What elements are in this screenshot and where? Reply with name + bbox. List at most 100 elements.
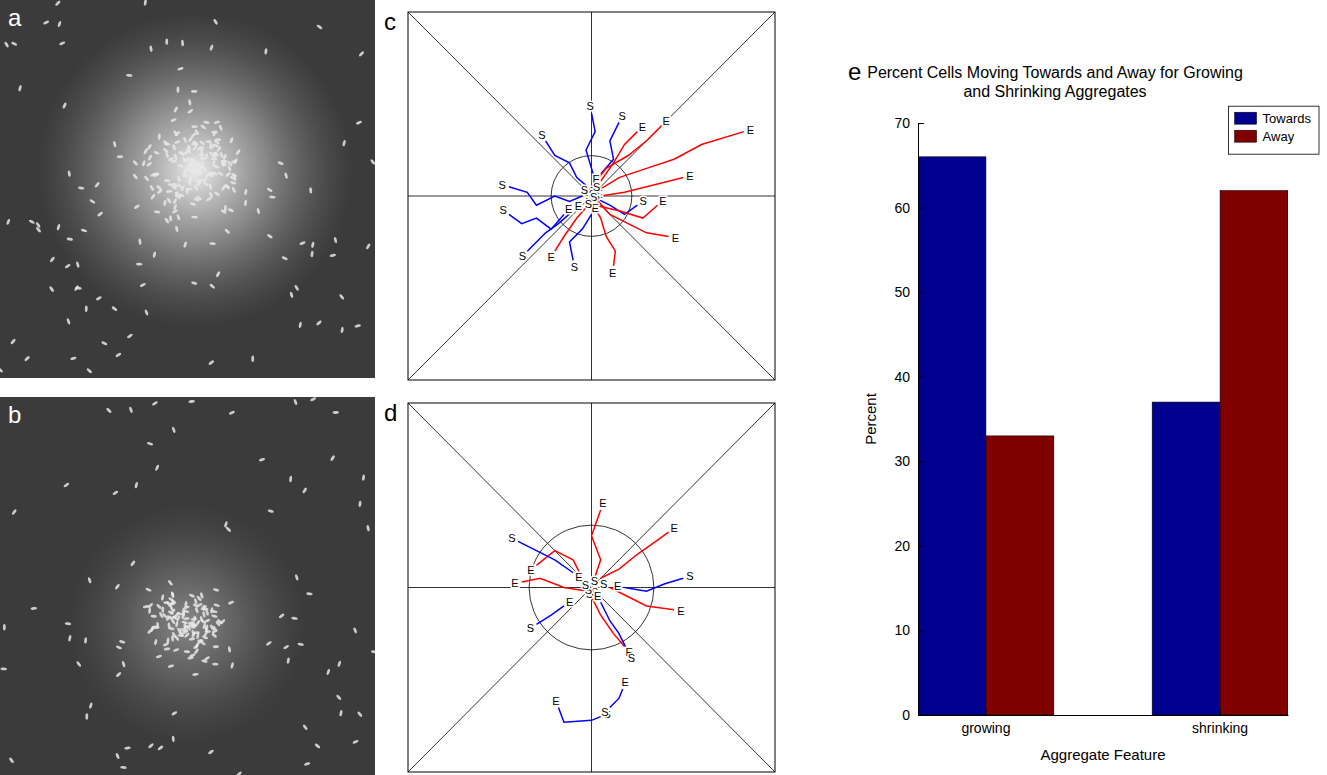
tick: 70	[894, 115, 924, 131]
cell	[371, 650, 375, 654]
cell	[330, 455, 336, 462]
legend: TowardsAway	[1229, 106, 1319, 154]
micrograph: b	[0, 397, 378, 775]
cell	[188, 99, 192, 106]
cell	[170, 117, 177, 122]
cell	[185, 625, 191, 632]
cell	[283, 644, 290, 650]
cell	[136, 263, 143, 266]
trajectory	[601, 178, 684, 196]
cell	[85, 306, 88, 312]
cell	[199, 616, 203, 623]
tick: 0	[902, 707, 924, 723]
cell	[333, 237, 337, 244]
cell	[161, 606, 164, 613]
cell	[306, 592, 313, 596]
cell	[165, 615, 172, 621]
cell	[62, 102, 67, 109]
cell	[289, 476, 292, 483]
tick: 50	[894, 284, 924, 300]
cell	[188, 136, 194, 143]
cell	[224, 183, 230, 190]
cell	[203, 175, 209, 182]
cell	[66, 237, 73, 241]
cell	[224, 228, 231, 235]
marks	[509, 113, 744, 266]
tick: shrinking	[1192, 709, 1248, 736]
trajectory	[592, 126, 662, 187]
cell	[144, 309, 149, 316]
cell	[11, 509, 17, 516]
cell	[213, 18, 219, 25]
cell	[310, 251, 313, 258]
cell	[189, 653, 196, 658]
cell	[101, 341, 108, 346]
title-line: and Shrinking Aggregates	[963, 83, 1146, 100]
cell	[219, 152, 224, 159]
cell	[199, 640, 206, 646]
cell	[211, 632, 218, 638]
cell	[230, 181, 237, 186]
cell	[213, 588, 220, 592]
cell	[150, 625, 157, 631]
tick-mark	[918, 292, 924, 293]
cell	[143, 605, 150, 609]
tick: 20	[894, 538, 924, 554]
cell	[227, 208, 234, 213]
aggregate-glow	[68, 504, 308, 744]
cell	[28, 219, 35, 224]
cell	[164, 142, 171, 145]
bar-panel: 010203040506070growingshrinkingPercentAg…	[848, 58, 1319, 763]
trajectory	[597, 200, 669, 237]
cell	[215, 620, 221, 627]
cell	[209, 151, 215, 158]
endpoint-label: E	[592, 202, 599, 214]
endpoint-label: S	[618, 110, 625, 122]
cell	[236, 771, 243, 775]
endpoint-label: E	[575, 571, 582, 583]
cell	[213, 603, 220, 607]
tick-mark	[1220, 709, 1221, 715]
cell	[168, 156, 175, 161]
cell	[193, 197, 200, 202]
cell	[124, 746, 131, 750]
cell	[184, 650, 191, 654]
cell	[228, 646, 232, 653]
endpoint-label: S	[586, 100, 593, 112]
endpoint-label: S	[639, 195, 646, 207]
cell	[76, 261, 80, 268]
axis-title: Percent	[862, 392, 879, 445]
cell	[133, 204, 140, 210]
cell	[176, 86, 179, 92]
cell	[65, 622, 72, 626]
tick-mark	[918, 123, 924, 124]
cell	[95, 296, 102, 302]
cell	[120, 766, 127, 770]
cell	[112, 490, 119, 496]
cell	[173, 130, 179, 137]
cell	[115, 671, 122, 678]
cell	[191, 90, 197, 93]
cell	[244, 189, 248, 196]
marks	[518, 510, 683, 722]
cell	[217, 171, 224, 177]
aggregate-boundary	[529, 525, 654, 650]
tick-mark	[918, 546, 924, 547]
cell	[154, 639, 158, 646]
trajectory	[601, 532, 669, 578]
bars	[918, 157, 1288, 715]
tick-label: 20	[894, 538, 910, 554]
endpoint-label: E	[575, 200, 582, 212]
endpoint-label: S	[581, 184, 588, 196]
aggregate-glow	[38, 13, 353, 328]
cell	[86, 367, 93, 373]
cell	[358, 51, 364, 58]
cell	[220, 209, 227, 215]
cell	[171, 426, 176, 433]
cell	[176, 214, 181, 221]
cell	[202, 635, 209, 640]
cell	[0, 367, 4, 373]
cell	[35, 222, 41, 229]
cell	[165, 152, 170, 159]
cell	[230, 662, 234, 669]
